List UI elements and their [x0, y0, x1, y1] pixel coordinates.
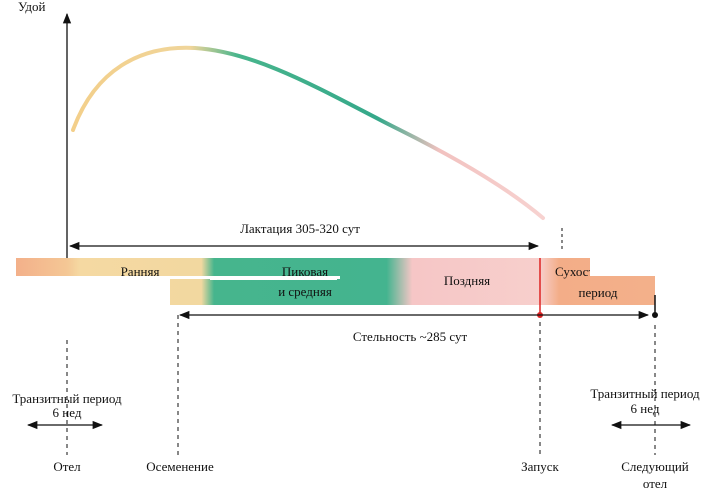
- mask: [0, 276, 170, 308]
- pregnancy-label: Стельность ~285 сут: [353, 329, 468, 344]
- transit-duration: 6 нед: [631, 401, 660, 416]
- transit-duration: 6 нед: [53, 405, 82, 420]
- lactation-label: Лактация 305-320 сут: [240, 221, 360, 236]
- event-label: Запуск: [521, 459, 559, 474]
- event-label: Осеменение: [146, 459, 214, 474]
- mask: [590, 256, 713, 276]
- phase-label: период: [579, 285, 618, 300]
- phase-label: Пиковая: [282, 264, 328, 279]
- event-label: Отел: [53, 459, 81, 474]
- yield-curve: [71, 45, 545, 220]
- mask: [80, 276, 340, 279]
- event-label: отел: [643, 476, 668, 491]
- event-label: Следующий: [621, 459, 689, 474]
- phase-label: и средняя: [278, 284, 332, 299]
- transit-title: Транзитный период: [12, 391, 122, 406]
- axis-label: Удой: [18, 0, 45, 14]
- phase-label: Ранняя: [121, 264, 160, 279]
- next-calving-dot: [652, 312, 658, 318]
- transit-title: Транзитный период: [590, 386, 700, 401]
- phase-label: Поздняя: [444, 273, 490, 288]
